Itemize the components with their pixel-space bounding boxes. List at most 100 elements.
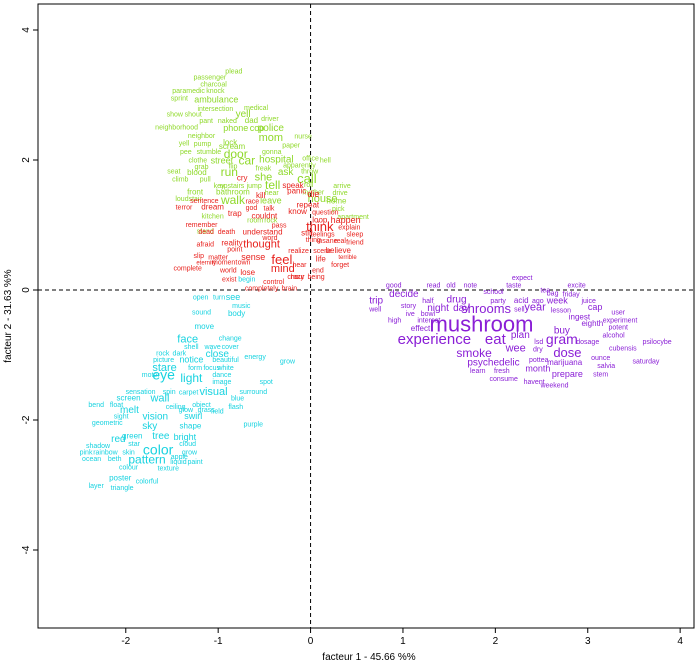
word-swirl: swirl [184, 411, 202, 421]
word-cover: cover [222, 344, 240, 351]
word-drug: drug [447, 294, 467, 305]
y-tick-label: -4 [21, 545, 32, 554]
word-apartment: apartment [337, 214, 369, 221]
word-cubensis: cubensis [609, 345, 637, 352]
word-rainbow: rainbow [93, 449, 118, 456]
word-spot: spot [260, 379, 273, 386]
word-float: float [110, 402, 123, 409]
word-year: year [524, 301, 546, 313]
word-pull: pull [200, 176, 211, 183]
word-loop: loop [312, 216, 328, 225]
word-face: face [177, 333, 198, 345]
word-decide: decide [389, 289, 419, 300]
word-terrible: terrible [338, 255, 357, 261]
word-freak: freak [256, 165, 272, 172]
word-moment: moment [212, 260, 237, 267]
word-door: door [224, 147, 248, 161]
word-blood: blood [187, 168, 207, 177]
y-axis-ticks: -4 -2 0 2 4 [21, 27, 38, 554]
word-mom: mom [259, 132, 283, 144]
word-walk: walk [220, 193, 246, 207]
word-mushroom: mushroom [430, 312, 534, 337]
word-life: life [316, 255, 327, 264]
word-experiment: experiment [603, 317, 638, 324]
word-plan: plan [511, 330, 530, 341]
word-naked: naked [218, 118, 237, 125]
word-form: form [188, 365, 202, 372]
word-focus: focus [203, 365, 220, 372]
word-psychedelic: psychedelic [467, 357, 519, 368]
word-throw: throw [301, 169, 319, 176]
word-yell: yell [179, 141, 190, 148]
word-beth: beth [108, 456, 122, 463]
word-begin: begin [238, 276, 255, 283]
word-read: read [426, 282, 440, 289]
word-eat: eat [485, 331, 507, 348]
word-vision: vision [143, 411, 169, 422]
word-bag: bag [547, 291, 559, 298]
word-dosage: dosage [576, 339, 599, 346]
x-tick-label: -2 [121, 636, 130, 647]
word-prepare: prepare [552, 369, 583, 379]
word-colour: colour [119, 464, 139, 471]
word-motor: motor [142, 372, 161, 379]
word-ive: ive [406, 311, 415, 318]
word-body: body [228, 309, 245, 318]
word-close: close [206, 349, 230, 360]
word-explain: explain [338, 224, 360, 231]
word-spin: spin [163, 389, 176, 396]
word-understand: understand [243, 227, 283, 236]
word-pass: pass [272, 222, 287, 229]
word-tree: tree [152, 431, 170, 442]
x-tick-label: 4 [677, 636, 683, 647]
word-hospital: hospital [259, 155, 293, 166]
word-nurse: nurse [294, 133, 312, 140]
word-grow: grow [280, 358, 296, 365]
word-point: point [227, 247, 242, 254]
word-grab: grab [195, 164, 209, 171]
word-word: word [261, 235, 277, 242]
word-hell: hell [320, 157, 331, 164]
x-tick-label: 3 [585, 636, 591, 647]
word-leave: leave [260, 195, 282, 205]
word-shout: shout [185, 111, 202, 118]
word-lesson: lesson [551, 308, 571, 315]
word-hear: hear [292, 262, 307, 269]
word-yell: yell [236, 109, 251, 120]
word-know: know [288, 207, 307, 216]
word-bowl: bowl [421, 311, 436, 318]
word-open: open [193, 295, 209, 302]
word-day: day [453, 303, 469, 314]
word-trip: trip [369, 296, 383, 307]
word-weekend: weekend [539, 382, 568, 389]
word-expect: expect [512, 275, 533, 282]
word-eighth: eighth [581, 319, 603, 328]
word-shape: shape [180, 422, 202, 431]
word-user: user [611, 310, 625, 317]
word-pee: pee [180, 149, 192, 156]
y-tick-label: -2 [21, 415, 32, 424]
word-ceiling: ceiling [166, 404, 186, 411]
word-cry: cry [237, 173, 248, 182]
word-green: green [122, 431, 142, 440]
word-colorful: colorful [136, 479, 159, 486]
word-mind: mind [271, 263, 295, 275]
word-screen: screen [117, 394, 141, 403]
word-crazy: crazy [287, 274, 304, 281]
word-happen: happen [331, 215, 361, 225]
word-interest: interest [417, 317, 440, 324]
word-lose: lose [240, 268, 255, 277]
word-sense: sense [241, 252, 265, 262]
word-ocean: ocean [82, 456, 101, 463]
word-dry: dry [533, 347, 543, 354]
word-feelings: feelings [311, 232, 336, 239]
word-paint: paint [187, 459, 202, 466]
word-office: office [302, 156, 319, 163]
word-upstairs: upstairs [220, 183, 245, 190]
x-axis-ticks: -2 -1 0 1 2 3 4 [121, 628, 683, 647]
word-havent: havent [524, 379, 545, 386]
word-knock: knock [206, 88, 225, 95]
word-death: death [218, 229, 236, 236]
word-sentence: sentence [190, 198, 219, 205]
word-texture: texture [158, 466, 180, 473]
